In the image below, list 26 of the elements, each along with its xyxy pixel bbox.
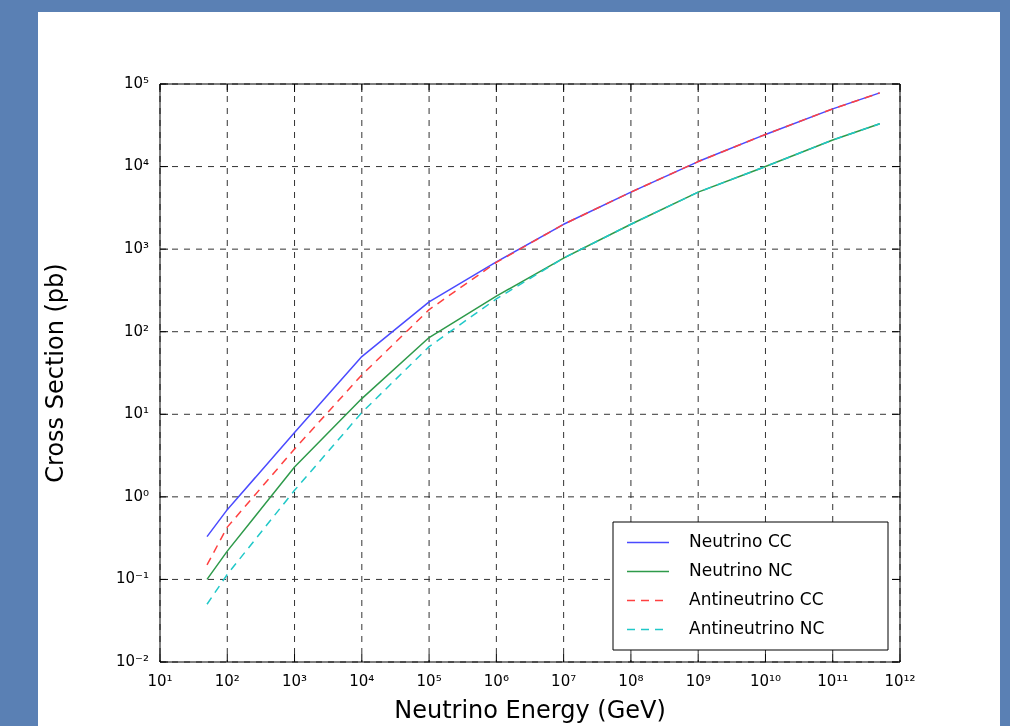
x-tick-label: 10⁸ <box>618 671 644 690</box>
legend-label: Antineutrino NC <box>689 617 825 638</box>
y-tick-label: 10⁴ <box>123 156 149 175</box>
legend-label: Neutrino CC <box>689 530 792 551</box>
y-axis-title: Cross Section (pb) <box>40 263 69 483</box>
x-tick-label: 10¹¹ <box>817 671 849 690</box>
x-tick-label: 10⁵ <box>416 671 442 690</box>
x-axis-title: Neutrino Energy (GeV) <box>394 695 666 724</box>
x-tick-label: 10³ <box>281 671 308 690</box>
y-tick-label: 10⁻¹ <box>115 569 149 588</box>
x-tick-label: 10¹ <box>147 671 173 690</box>
x-tick-label: 10¹² <box>884 671 916 690</box>
legend-label: Antineutrino CC <box>689 588 824 609</box>
x-tick-label: 10⁶ <box>483 671 509 690</box>
x-tick-label: 10⁷ <box>551 671 577 690</box>
legend-label: Neutrino NC <box>689 559 793 580</box>
y-tick-label: 10⁰ <box>123 486 149 505</box>
x-tick-label: 10⁴ <box>349 671 375 690</box>
x-tick-label: 10¹⁰ <box>749 671 782 690</box>
x-tick-label: 10⁹ <box>685 671 711 690</box>
y-tick-label: 10⁵ <box>123 73 149 92</box>
y-tick-label: 10³ <box>123 239 149 258</box>
y-tick-label: 10¹ <box>123 404 149 423</box>
y-tick-label: 10⁻² <box>115 651 149 670</box>
y-tick-label: 10² <box>123 321 149 340</box>
x-tick-label: 10² <box>214 671 240 690</box>
